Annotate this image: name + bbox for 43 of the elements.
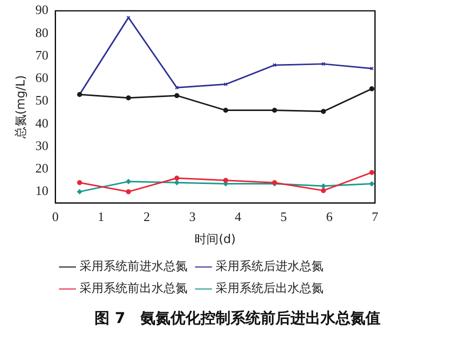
x-tick-label: 4 (234, 209, 242, 224)
point (223, 178, 228, 183)
x-tick-label: 2 (143, 209, 150, 224)
point (77, 189, 82, 194)
text: 图 7 氨氮优化控制系统前后进出水总氮值 (94, 309, 382, 328)
y-tick-label: 90 (35, 2, 48, 18)
point (174, 176, 180, 181)
point (369, 86, 374, 92)
point (369, 170, 374, 175)
y-tick-label: 80 (35, 24, 48, 40)
legend-label: 采用系统后出水总氮 (216, 281, 324, 296)
x-axis-title: 时间(d) (194, 232, 236, 246)
point (272, 108, 278, 113)
point (174, 86, 179, 90)
point (320, 184, 326, 189)
x-tick-label: 1 (98, 209, 104, 224)
y-tick-label: 70 (35, 47, 48, 62)
point (174, 180, 180, 186)
y-tick-label: 50 (35, 92, 48, 108)
point (320, 108, 326, 114)
point (126, 95, 131, 100)
point (77, 180, 82, 186)
y-tick-label: 60 (35, 70, 48, 86)
point (126, 179, 131, 184)
point (174, 93, 180, 98)
point (369, 181, 374, 186)
y-axis-title: 总氮(mg/L) (13, 75, 28, 140)
point (126, 189, 131, 194)
legend-label: 采用系统前出水总氮 (80, 281, 188, 296)
point (223, 108, 228, 113)
y-tick-label: 40 (35, 115, 48, 130)
x-tick-label: 6 (326, 209, 334, 224)
legend-label: 采用系统前进水总氮 (80, 259, 188, 274)
y-tick-label: 20 (35, 160, 48, 176)
x-tick-label: 3 (189, 209, 196, 224)
y-tick-label: 10 (35, 183, 48, 198)
point (320, 188, 326, 194)
legend-label: 采用系统后进水总氮 (216, 259, 324, 274)
y-tick-label: 30 (35, 138, 48, 153)
point (224, 82, 228, 86)
x-tick-label: 5 (280, 209, 287, 224)
x-tick-label: 7 (372, 209, 379, 224)
x-tick-label: 0 (52, 209, 59, 224)
